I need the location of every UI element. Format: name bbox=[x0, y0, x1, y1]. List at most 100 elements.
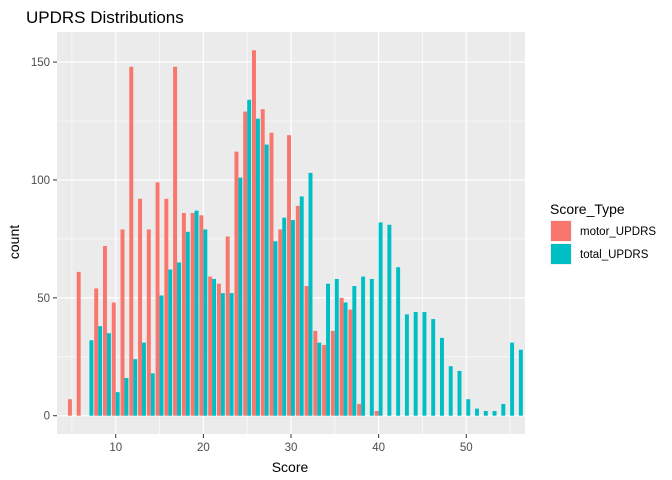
bar-motor_UPDRS-5 bbox=[67, 399, 72, 416]
chart-title: UPDRS Distributions bbox=[26, 8, 184, 27]
bar-motor_UPDRS-31 bbox=[295, 205, 300, 416]
x-tick-label: 30 bbox=[285, 442, 298, 454]
bar-total_UPDRS-34 bbox=[326, 283, 330, 416]
bar-motor_UPDRS-12 bbox=[129, 66, 134, 416]
bar-total_UPDRS-37 bbox=[352, 286, 357, 416]
x-axis: 10 20 30 40 50 bbox=[109, 434, 473, 454]
bar-total_UPDRS-44 bbox=[413, 311, 418, 416]
y-axis-label: count bbox=[6, 225, 22, 259]
bar-total_UPDRS-54 bbox=[501, 403, 506, 416]
bar-total_UPDRS-31 bbox=[299, 196, 304, 416]
bar-total_UPDRS-32 bbox=[308, 172, 313, 416]
bar-total_UPDRS-16 bbox=[168, 269, 173, 416]
bar-total_UPDRS-11 bbox=[124, 378, 129, 416]
legend-swatch-motor_UPDRS bbox=[551, 221, 571, 241]
bar-total_UPDRS-26 bbox=[255, 118, 260, 416]
legend-swatch-total_UPDRS bbox=[551, 244, 571, 264]
bar-motor_UPDRS-16 bbox=[164, 198, 169, 416]
bar-motor_UPDRS-11 bbox=[120, 229, 125, 416]
bar-total_UPDRS-53 bbox=[492, 411, 497, 416]
bar-motor_UPDRS-30 bbox=[287, 135, 291, 416]
bar-total_UPDRS-17 bbox=[177, 262, 182, 416]
bar-total_UPDRS-21 bbox=[212, 278, 217, 416]
bar-total_UPDRS-24 bbox=[238, 177, 243, 416]
bar-total_UPDRS-48 bbox=[448, 366, 453, 416]
bar-total_UPDRS-40 bbox=[378, 222, 383, 416]
bar-total_UPDRS-30 bbox=[291, 220, 295, 416]
bar-total_UPDRS-45 bbox=[422, 311, 427, 416]
bar-motor_UPDRS-36 bbox=[339, 297, 344, 416]
bar-total_UPDRS-56 bbox=[518, 349, 523, 416]
bar-total_UPDRS-35 bbox=[334, 278, 339, 416]
bar-total_UPDRS-49 bbox=[457, 370, 462, 416]
bar-total_UPDRS-12 bbox=[133, 359, 138, 416]
bar-motor_UPDRS-17 bbox=[173, 66, 178, 416]
bar-total_UPDRS-7 bbox=[89, 340, 94, 416]
bar-total_UPDRS-25 bbox=[247, 99, 252, 416]
legend-label-motor_UPDRS: motor_UPDRS bbox=[580, 226, 656, 238]
bar-total_UPDRS-41 bbox=[387, 224, 392, 416]
x-tick-label: 40 bbox=[372, 442, 385, 454]
y-tick-label: 0 bbox=[44, 411, 50, 423]
bar-motor_UPDRS-32 bbox=[304, 286, 309, 416]
y-tick-label: 50 bbox=[37, 293, 50, 305]
x-tick-label: 10 bbox=[109, 442, 122, 454]
bar-total_UPDRS-13 bbox=[142, 342, 146, 416]
bar-motor_UPDRS-24 bbox=[234, 151, 239, 416]
bar-total_UPDRS-18 bbox=[185, 231, 190, 416]
bar-total_UPDRS-15 bbox=[159, 295, 164, 416]
bar-total_UPDRS-36 bbox=[343, 302, 348, 416]
bar-motor_UPDRS-22 bbox=[216, 283, 221, 416]
bar-total_UPDRS-33 bbox=[317, 342, 322, 416]
bar-total_UPDRS-14 bbox=[150, 373, 155, 416]
x-tick-label: 50 bbox=[460, 442, 473, 454]
x-tick-label: 20 bbox=[197, 442, 210, 454]
bar-total_UPDRS-52 bbox=[483, 411, 488, 416]
y-tick-label: 150 bbox=[31, 57, 50, 69]
bar-total_UPDRS-19 bbox=[194, 210, 199, 416]
bar-total_UPDRS-39 bbox=[369, 278, 374, 416]
bar-motor_UPDRS-25 bbox=[243, 111, 248, 416]
bar-motor_UPDRS-18 bbox=[181, 212, 186, 416]
bar-motor_UPDRS-27 bbox=[260, 109, 265, 416]
bar-total_UPDRS-22 bbox=[220, 293, 225, 416]
bar-total_UPDRS-51 bbox=[475, 408, 479, 416]
bar-motor_UPDRS-8 bbox=[94, 288, 99, 416]
bar-motor_UPDRS-38 bbox=[357, 403, 362, 416]
bar-motor_UPDRS-37 bbox=[348, 309, 353, 416]
bar-motor_UPDRS-26 bbox=[252, 50, 256, 416]
bar-total_UPDRS-46 bbox=[431, 319, 436, 416]
bar-motor_UPDRS-9 bbox=[103, 245, 107, 416]
bar-motor_UPDRS-13 bbox=[138, 198, 143, 416]
legend-label-total_UPDRS: total_UPDRS bbox=[580, 249, 649, 261]
bar-total_UPDRS-23 bbox=[229, 293, 234, 416]
bar-total_UPDRS-10 bbox=[115, 392, 120, 416]
bar-total_UPDRS-8 bbox=[98, 326, 103, 416]
bar-motor_UPDRS-19 bbox=[190, 212, 195, 416]
bar-total_UPDRS-47 bbox=[439, 337, 444, 416]
bar-motor_UPDRS-33 bbox=[313, 330, 318, 416]
bar-total_UPDRS-42 bbox=[396, 267, 401, 416]
bar-motor_UPDRS-28 bbox=[269, 132, 274, 416]
bar-motor_UPDRS-10 bbox=[111, 302, 116, 416]
bar-motor_UPDRS-14 bbox=[146, 229, 151, 416]
bar-total_UPDRS-38 bbox=[361, 276, 366, 416]
bar-motor_UPDRS-35 bbox=[330, 330, 335, 416]
bars bbox=[67, 50, 523, 416]
bar-motor_UPDRS-15 bbox=[155, 182, 160, 416]
bar-motor_UPDRS-6 bbox=[76, 271, 81, 416]
bar-total_UPDRS-55 bbox=[510, 342, 515, 416]
bar-motor_UPDRS-20 bbox=[199, 215, 204, 416]
y-tick-label: 100 bbox=[31, 175, 50, 187]
bar-motor_UPDRS-23 bbox=[225, 236, 230, 416]
bar-total_UPDRS-9 bbox=[106, 333, 111, 416]
legend: Score_Type motor_UPDRS total_UPDRS bbox=[550, 201, 656, 265]
y-axis: 0 50 100 150 bbox=[31, 57, 57, 423]
bar-motor_UPDRS-29 bbox=[278, 229, 283, 416]
bar-motor_UPDRS-34 bbox=[322, 344, 327, 416]
bar-motor_UPDRS-21 bbox=[208, 276, 213, 416]
bar-total_UPDRS-43 bbox=[404, 314, 409, 416]
bar-total_UPDRS-50 bbox=[466, 399, 471, 416]
x-axis-label: Score bbox=[272, 459, 309, 475]
